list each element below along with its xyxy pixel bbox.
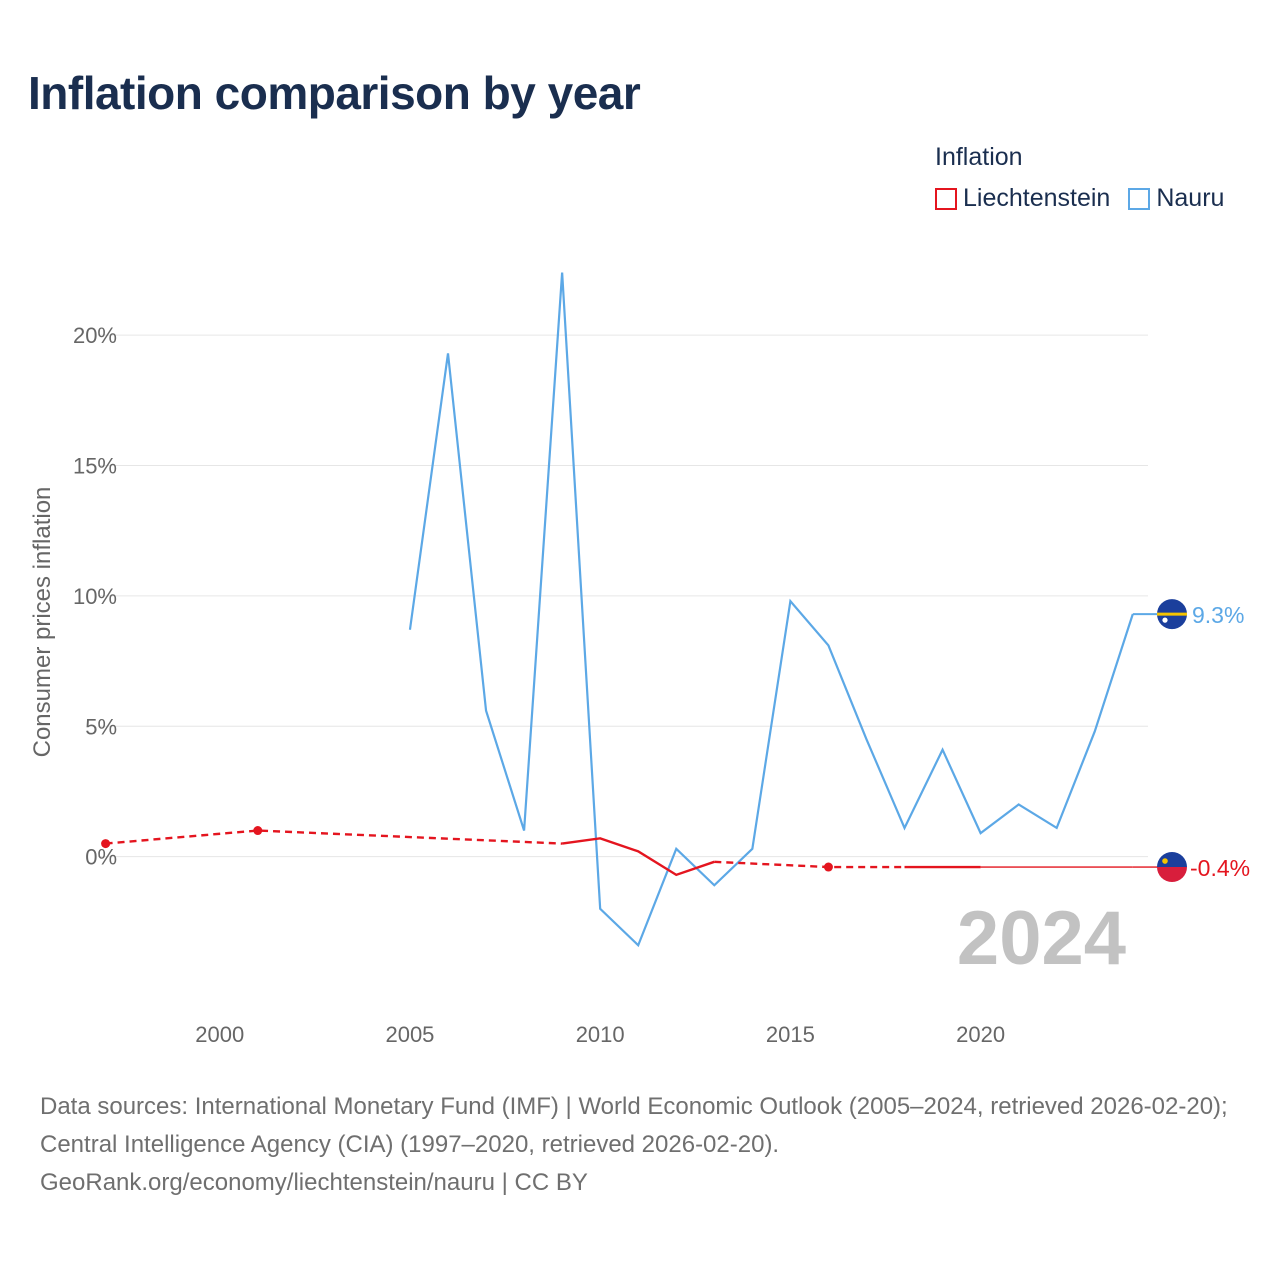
y-tick-label-5: 5% bbox=[85, 714, 117, 739]
data-point-liechtenstein-1997[interactable] bbox=[101, 839, 111, 849]
y-axis-label: Consumer prices inflation bbox=[29, 487, 56, 758]
legend-title: Inflation bbox=[935, 143, 1023, 171]
x-tick-label-2005: 2005 bbox=[385, 1022, 434, 1047]
y-tick-label-15: 15% bbox=[73, 454, 117, 479]
series-line-liechtenstein-0 bbox=[105, 829, 563, 845]
data-sources-text: Data sources: International Monetary Fun… bbox=[40, 1093, 1228, 1158]
flag-nauru-star bbox=[1162, 617, 1168, 623]
legend-item-nauru[interactable]: Nauru bbox=[1128, 184, 1224, 213]
x-tick-label-2015: 2015 bbox=[766, 1022, 815, 1047]
data-point-liechtenstein-2001[interactable] bbox=[253, 826, 263, 836]
series-line-liechtenstein-1 bbox=[561, 837, 715, 877]
legend-swatch-liechtenstein bbox=[935, 187, 957, 210]
flag-liechtenstein-lower bbox=[1157, 867, 1187, 883]
line-chart: 0% 5% 10% 15% 20% 2000 2005 2010 2015 2020 Consume… bbox=[29, 272, 1250, 1047]
series-line-nauru bbox=[408, 272, 1134, 948]
flag-liechtenstein-icon bbox=[1157, 852, 1187, 868]
x-tick-label-2020: 2020 bbox=[956, 1022, 1005, 1047]
legend: Inflation Liechtenstein Nauru bbox=[935, 143, 1224, 213]
legend-item-liechtenstein[interactable]: Liechtenstein bbox=[935, 184, 1110, 213]
x-tick-label-2010: 2010 bbox=[576, 1022, 625, 1047]
legend-swatch-nauru bbox=[1128, 187, 1151, 210]
data-point-liechtenstein-2016[interactable] bbox=[823, 862, 833, 872]
series-line-liechtenstein-2 bbox=[714, 860, 905, 869]
chart-title: Inflation comparison by year bbox=[28, 67, 641, 119]
footer: Data sources: International Monetary Fun… bbox=[40, 1088, 1245, 1202]
end-label-liechtenstein: -0.4% bbox=[1190, 855, 1250, 881]
flag-liechtenstein-crown bbox=[1162, 858, 1168, 864]
y-tick-label-10: 10% bbox=[73, 584, 117, 609]
legend-label-liechtenstein: Liechtenstein bbox=[963, 184, 1111, 212]
x-tick-label-2000: 2000 bbox=[195, 1022, 244, 1047]
end-label-nauru: 9.3% bbox=[1192, 602, 1244, 628]
legend-label-nauru: Nauru bbox=[1156, 184, 1225, 212]
flag-nauru-stripe bbox=[1157, 612, 1187, 616]
year-watermark: 2024 bbox=[957, 896, 1126, 981]
y-tick-label-20: 20% bbox=[73, 323, 117, 348]
y-tick-label-0: 0% bbox=[85, 845, 117, 870]
credit-text: GeoRank.org/economy/liechtenstein/nauru … bbox=[40, 1169, 588, 1196]
